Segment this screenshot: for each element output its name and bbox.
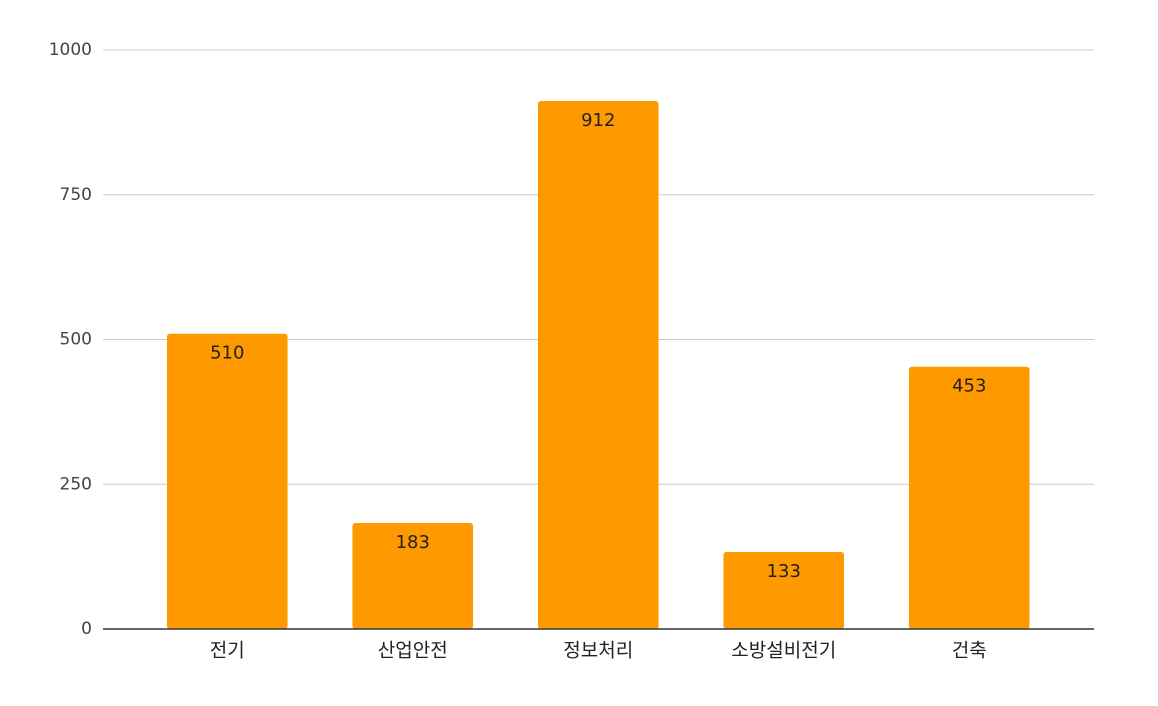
x-tick-label: 소방설비전기 bbox=[731, 640, 836, 662]
bar bbox=[537, 100, 659, 629]
bar bbox=[723, 551, 845, 629]
y-tick-label: 500 bbox=[60, 330, 92, 350]
bar bbox=[908, 366, 1030, 629]
y-tick-label: 750 bbox=[60, 185, 92, 205]
value-label: 453 bbox=[952, 376, 986, 397]
value-label: 133 bbox=[767, 561, 801, 582]
bar bbox=[352, 523, 474, 629]
y-tick-label: 0 bbox=[81, 619, 92, 639]
value-label: 183 bbox=[396, 532, 430, 553]
x-tick-label: 정보처리 bbox=[563, 640, 633, 662]
x-tick-label: 산업안전 bbox=[378, 640, 448, 662]
y-tick-label: 250 bbox=[60, 474, 92, 494]
x-tick-label: 건축 bbox=[952, 640, 987, 662]
y-tick-label: 1000 bbox=[49, 40, 92, 60]
bar bbox=[166, 333, 288, 629]
value-label: 510 bbox=[210, 343, 244, 364]
value-label: 912 bbox=[581, 110, 615, 131]
x-tick-label: 전기 bbox=[210, 640, 245, 662]
